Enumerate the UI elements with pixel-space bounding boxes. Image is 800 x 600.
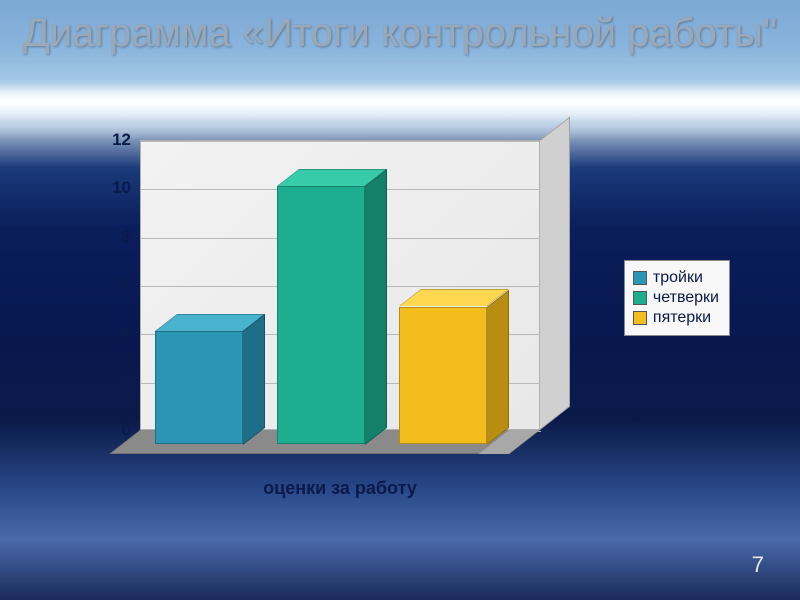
bar-side	[243, 314, 265, 445]
legend-item: пятерки	[633, 309, 719, 327]
y-tick-label: 2	[122, 372, 131, 392]
gridline	[141, 141, 541, 142]
y-axis-labels: 024681012	[80, 140, 135, 430]
slide-title: Диаграмма «Итоги контрольной работы"	[0, 10, 800, 56]
y-tick-label: 6	[122, 275, 131, 295]
bar-front	[399, 307, 487, 445]
chart-side-wall	[540, 117, 570, 430]
legend-item: четверки	[633, 289, 719, 307]
bar-side	[487, 289, 509, 444]
bar-четверки	[277, 186, 365, 445]
x-axis-label: оценки за работу	[140, 478, 540, 499]
legend-label: четверки	[653, 289, 719, 307]
bar-тройки	[155, 331, 243, 445]
page-number: 7	[752, 552, 764, 578]
bar-chart-3d: 024681012 оценки за работу тройкичетверк…	[80, 140, 720, 500]
bar-side	[365, 169, 387, 445]
plot-area	[140, 140, 540, 480]
slide: Диаграмма «Итоги контрольной работы" 024…	[0, 0, 800, 600]
bar-пятерки	[399, 307, 487, 445]
bar-front	[277, 186, 365, 445]
legend-swatch	[633, 271, 647, 285]
legend-item: тройки	[633, 269, 719, 287]
legend-swatch	[633, 291, 647, 305]
legend: тройки четверки пятерки	[624, 260, 730, 336]
bar-front	[155, 331, 243, 445]
legend-label: тройки	[653, 269, 703, 287]
y-tick-label: 8	[122, 227, 131, 247]
y-tick-label: 10	[112, 178, 131, 198]
y-tick-label: 12	[112, 130, 131, 150]
y-tick-label: 4	[122, 323, 131, 343]
legend-swatch	[633, 311, 647, 325]
legend-label: пятерки	[653, 309, 711, 327]
